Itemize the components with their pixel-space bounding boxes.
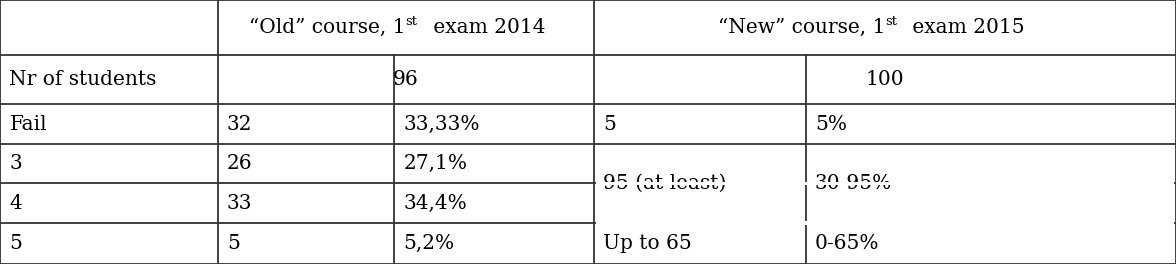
Text: 96: 96 xyxy=(393,70,419,89)
Text: 5: 5 xyxy=(9,234,22,253)
Text: 33,33%: 33,33% xyxy=(403,115,480,134)
Text: 30-95%: 30-95% xyxy=(815,174,893,193)
Text: exam 2015: exam 2015 xyxy=(906,18,1024,37)
Text: 26: 26 xyxy=(227,154,253,173)
Text: 5,2%: 5,2% xyxy=(403,234,454,253)
Bar xyxy=(596,221,1174,225)
Text: st: st xyxy=(884,15,897,28)
Text: 5%: 5% xyxy=(815,115,847,134)
Text: Nr of students: Nr of students xyxy=(9,70,156,89)
Text: Up to 65: Up to 65 xyxy=(603,234,691,253)
Text: 32: 32 xyxy=(227,115,253,134)
Text: 4: 4 xyxy=(9,194,22,213)
Text: 3: 3 xyxy=(9,154,22,173)
Text: 27,1%: 27,1% xyxy=(403,154,467,173)
Text: 0-65%: 0-65% xyxy=(815,234,880,253)
Text: 34,4%: 34,4% xyxy=(403,194,467,213)
Text: “New” course, 1: “New” course, 1 xyxy=(717,18,884,37)
Text: exam 2014: exam 2014 xyxy=(427,18,546,37)
Text: 5: 5 xyxy=(603,115,616,134)
Text: st: st xyxy=(406,15,417,28)
Text: Fail: Fail xyxy=(9,115,47,134)
Text: 33: 33 xyxy=(227,194,253,213)
Text: 95 (at least): 95 (at least) xyxy=(603,174,727,193)
Text: 5: 5 xyxy=(227,234,240,253)
Bar xyxy=(596,182,1174,185)
Text: 100: 100 xyxy=(866,70,904,89)
Text: “Old” course, 1: “Old” course, 1 xyxy=(249,18,406,37)
